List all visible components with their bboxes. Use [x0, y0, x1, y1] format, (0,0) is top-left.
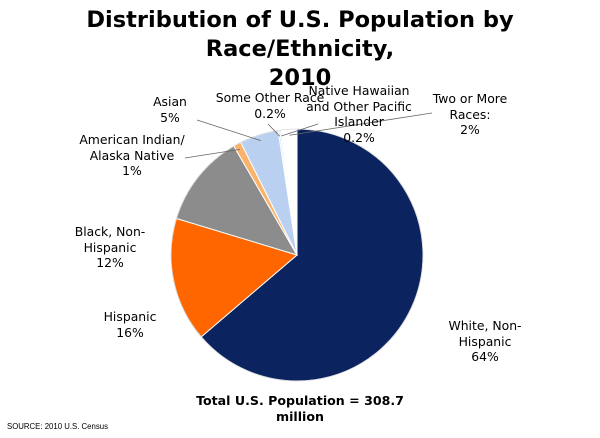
leader-line-aian: [184, 148, 241, 159]
chart-title: Distribution of U.S. Population by Race/…: [0, 6, 600, 93]
pie-outline: [170, 128, 424, 382]
label-other: Some Other Race 0.2%: [215, 90, 325, 121]
label-black: Black, Non- Hispanic 12%: [74, 224, 146, 270]
source-note: SOURCE: 2010 U.S. Census: [7, 422, 108, 431]
total-population: Total U.S. Population = 308.7 million: [196, 393, 404, 424]
chart-title-line-2: 2010: [268, 65, 332, 91]
label-two-or-more: Two or More Races: 2%: [432, 91, 508, 137]
leader-line-nhpi: [281, 123, 319, 137]
leader-line-other: [267, 123, 281, 137]
label-white: White, Non- Hispanic 64%: [448, 318, 522, 364]
label-aian: American Indian/ Alaska Native 1%: [79, 132, 185, 178]
leader-lines: [184, 112, 433, 159]
label-asian: Asian 5%: [153, 94, 187, 125]
leader-line-asian: [196, 119, 261, 141]
label-nhpi: Native Hawaiian and Other Pacific Island…: [306, 83, 412, 145]
pie-slices: [170, 128, 424, 382]
chart-title-line-1: Distribution of U.S. Population by Race/…: [86, 7, 514, 62]
label-hispanic: Hispanic 16%: [103, 309, 157, 340]
leader-line-two: [289, 112, 433, 136]
